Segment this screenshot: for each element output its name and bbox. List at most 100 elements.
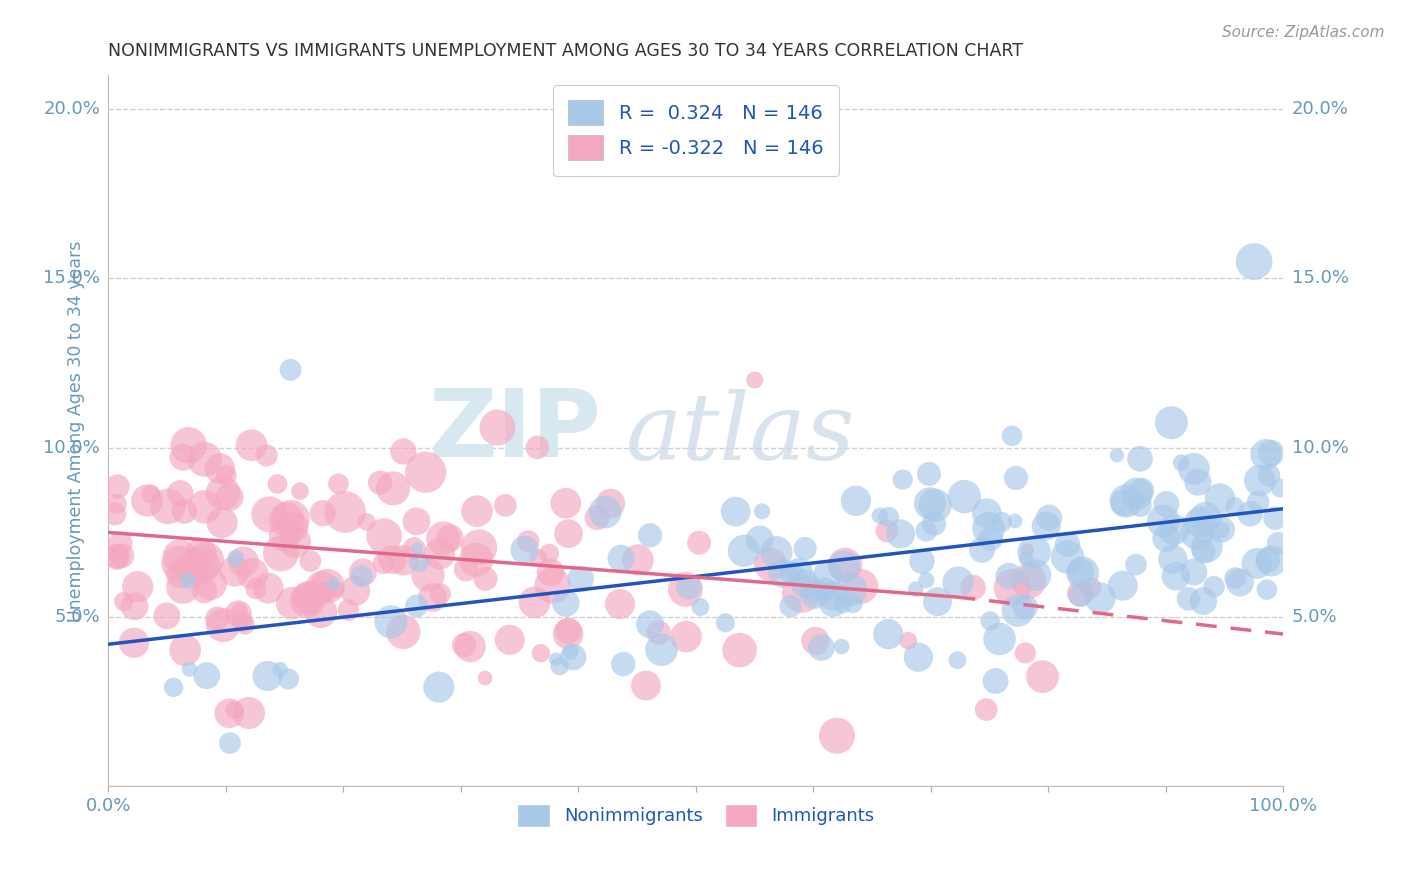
- Point: [1001, 581, 1024, 595]
- Point: [212, 618, 235, 632]
- Point: [790, 586, 813, 600]
- Point: [494, 499, 516, 513]
- Point: [554, 596, 576, 610]
- Point: [1182, 462, 1205, 476]
- Point: [1015, 551, 1038, 566]
- Point: [373, 529, 395, 543]
- Point: [218, 706, 240, 721]
- Point: [647, 625, 669, 640]
- Point: [980, 532, 1002, 546]
- Point: [877, 627, 900, 641]
- Point: [174, 643, 197, 657]
- Point: [1189, 516, 1212, 530]
- Point: [1254, 448, 1277, 462]
- Point: [517, 534, 540, 549]
- Point: [610, 551, 633, 566]
- Point: [609, 597, 631, 611]
- Point: [269, 662, 291, 676]
- Point: [499, 632, 522, 647]
- Point: [1192, 544, 1215, 558]
- Point: [976, 506, 998, 520]
- Point: [162, 681, 184, 695]
- Point: [946, 575, 969, 590]
- Point: [977, 521, 1000, 535]
- Point: [979, 614, 1001, 628]
- Point: [212, 486, 235, 500]
- Point: [593, 505, 616, 519]
- Point: [416, 568, 439, 582]
- Point: [1211, 523, 1233, 537]
- Point: [316, 579, 339, 593]
- Point: [232, 555, 254, 569]
- Point: [233, 617, 256, 632]
- Point: [453, 638, 475, 652]
- Text: NONIMMIGRANTS VS IMMIGRANTS UNEMPLOYMENT AMONG AGES 30 TO 34 YEARS CORRELATION C: NONIMMIGRANTS VS IMMIGRANTS UNEMPLOYMENT…: [108, 42, 1024, 60]
- Point: [110, 536, 132, 550]
- Point: [1018, 574, 1040, 588]
- Text: atlas: atlas: [626, 390, 855, 479]
- Point: [821, 589, 844, 603]
- Point: [288, 484, 311, 499]
- Point: [422, 591, 444, 605]
- Point: [1115, 494, 1137, 508]
- Point: [228, 604, 250, 618]
- Point: [1177, 591, 1199, 606]
- Point: [779, 599, 801, 614]
- Point: [765, 545, 787, 559]
- Point: [876, 524, 898, 538]
- Text: 15.0%: 15.0%: [44, 269, 100, 287]
- Point: [974, 702, 997, 716]
- Point: [256, 669, 278, 683]
- Point: [392, 553, 415, 567]
- Point: [794, 541, 817, 556]
- Point: [195, 668, 218, 682]
- Point: [194, 452, 217, 467]
- Point: [889, 526, 911, 541]
- Text: Source: ZipAtlas.com: Source: ZipAtlas.com: [1222, 25, 1385, 40]
- Text: 10.0%: 10.0%: [1292, 439, 1348, 457]
- Point: [560, 645, 582, 659]
- Point: [946, 653, 969, 667]
- Point: [1125, 487, 1147, 501]
- Point: [759, 558, 782, 572]
- Point: [337, 603, 360, 617]
- Point: [465, 553, 488, 567]
- Point: [1080, 581, 1102, 595]
- Point: [793, 576, 815, 591]
- Point: [127, 580, 149, 594]
- Point: [832, 597, 855, 611]
- Point: [728, 643, 751, 657]
- Point: [350, 569, 373, 583]
- Point: [328, 476, 350, 491]
- Point: [541, 578, 564, 592]
- Point: [891, 473, 914, 487]
- Point: [309, 604, 332, 618]
- Point: [780, 566, 803, 580]
- Point: [242, 566, 264, 581]
- Point: [538, 546, 561, 560]
- Point: [200, 576, 222, 591]
- Point: [454, 562, 477, 576]
- Point: [526, 441, 548, 455]
- Point: [468, 541, 491, 555]
- Point: [544, 652, 567, 666]
- Point: [228, 607, 250, 621]
- Point: [104, 507, 127, 521]
- Point: [849, 579, 872, 593]
- Point: [297, 593, 319, 607]
- Point: [831, 640, 853, 654]
- Point: [907, 650, 929, 665]
- Point: [569, 572, 592, 586]
- Point: [218, 490, 240, 504]
- Point: [1007, 603, 1029, 617]
- Point: [1088, 591, 1111, 605]
- Point: [270, 546, 292, 560]
- Point: [169, 567, 191, 582]
- Point: [1112, 496, 1135, 510]
- Point: [392, 444, 415, 458]
- Point: [689, 600, 711, 615]
- Point: [1223, 571, 1246, 585]
- Point: [136, 493, 159, 508]
- Point: [429, 587, 451, 601]
- Point: [814, 582, 837, 596]
